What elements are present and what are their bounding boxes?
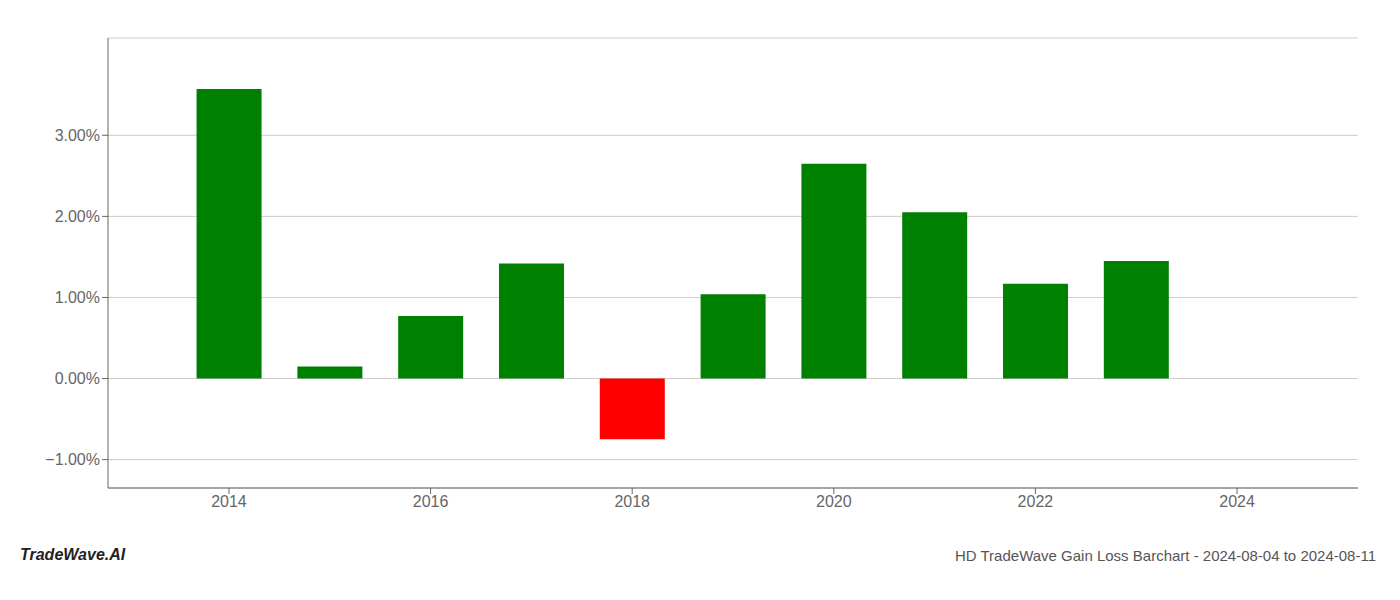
html-text:TradeWave.AI: TradeWave.AI [20, 546, 126, 563]
svg-text:2016: 2016 [413, 493, 449, 510]
svg-text:3.00%: 3.00% [55, 127, 100, 144]
svg-text:2.00%: 2.00% [55, 208, 100, 225]
svg-text:0.00%: 0.00% [55, 370, 100, 387]
svg-text:−1.00%: −1.00% [45, 451, 100, 468]
svg-text:2022: 2022 [1018, 493, 1054, 510]
svg-text:2018: 2018 [614, 493, 650, 510]
svg-text:1.00%: 1.00% [55, 289, 100, 306]
svg-text:2020: 2020 [816, 493, 852, 510]
svg-text:2014: 2014 [211, 493, 247, 510]
html-text:HD TradeWave Gain Loss Barchar: HD TradeWave Gain Loss Barchart - 2024-0… [954, 547, 1376, 564]
svg-text:2024: 2024 [1219, 493, 1255, 510]
